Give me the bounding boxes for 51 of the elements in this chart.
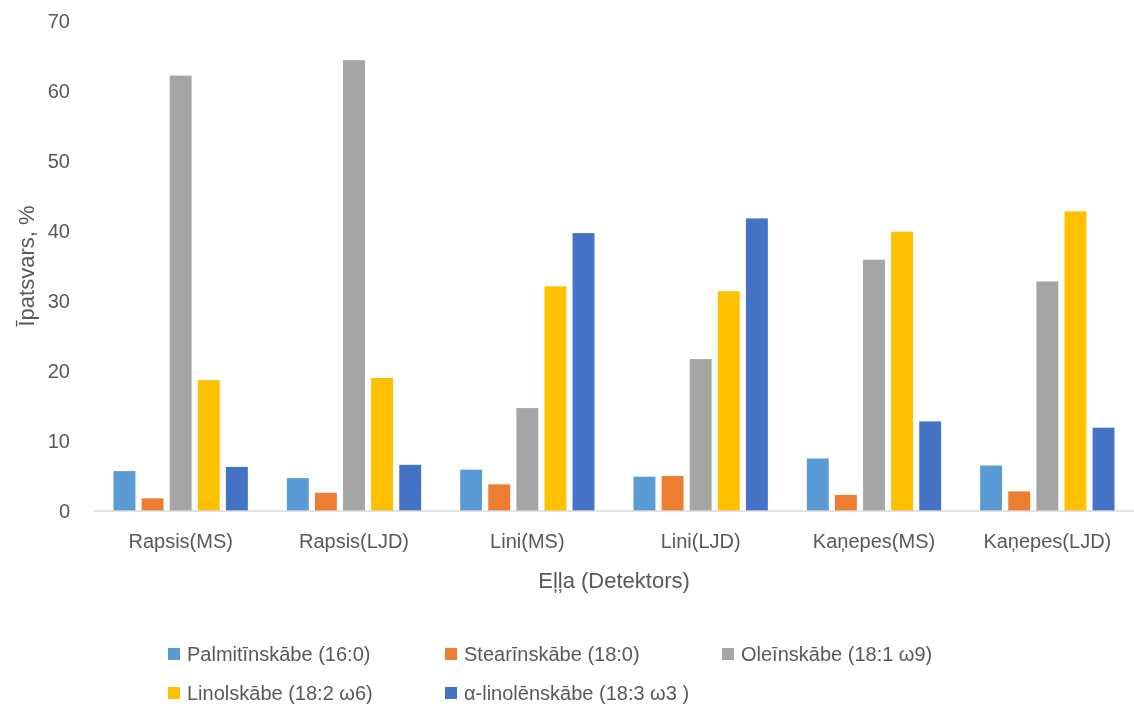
bar — [343, 60, 365, 511]
y-tick-label: 70 — [47, 10, 70, 32]
x-tick-label: Kaņepes(MS) — [812, 530, 936, 552]
bar — [314, 492, 337, 511]
bar — [516, 408, 539, 511]
bar — [544, 286, 567, 511]
legend-label: Palmitīnskābe (16:0) — [187, 643, 371, 665]
bar — [1064, 211, 1087, 511]
y-tick-label: 30 — [47, 290, 70, 312]
bar — [633, 476, 656, 511]
bar — [371, 378, 394, 511]
bar — [460, 469, 483, 511]
bar — [1036, 281, 1059, 511]
bar — [1008, 491, 1031, 511]
x-tick-label: Rapsis(LJD) — [298, 530, 410, 552]
legend-label: Oleīnskābe (18:1 ω9) — [741, 643, 933, 665]
y-tick-label: 40 — [47, 220, 70, 242]
bar — [399, 464, 422, 511]
bar — [286, 478, 309, 511]
x-tick-label: Kaņepes(LJD) — [983, 530, 1112, 552]
bar — [225, 466, 248, 511]
legend-label: Linolskābe (18:2 ω6) — [187, 682, 373, 704]
y-tick-label: 0 — [58, 500, 70, 522]
bar — [689, 359, 712, 511]
bar — [834, 494, 857, 511]
bar — [488, 484, 511, 511]
bar — [919, 421, 942, 511]
bar — [717, 291, 740, 511]
legend-label: Stearīnskābe (18:0) — [464, 643, 640, 665]
bar — [113, 471, 136, 511]
x-tick-label: Lini(LJD) — [660, 530, 741, 552]
bar — [572, 233, 595, 511]
bar — [1092, 427, 1115, 511]
bar — [197, 380, 220, 511]
y-tick-label: 50 — [47, 150, 70, 172]
bar — [806, 458, 829, 511]
bar — [863, 259, 885, 511]
y-tick-label: 60 — [47, 80, 70, 102]
bar — [980, 465, 1003, 511]
bar — [141, 498, 164, 511]
x-axis-title: Eļļa (Detektors) — [538, 567, 690, 593]
legend-label: α-linolēnskābe (18:3 ω3 ) — [464, 682, 690, 704]
bar — [745, 218, 768, 511]
y-tick-label: 20 — [47, 360, 70, 382]
x-tick-label: Rapsis(MS) — [128, 530, 233, 552]
bar — [891, 231, 914, 511]
y-axis-title: Īpatsvars, % — [13, 205, 39, 327]
bar — [661, 476, 684, 511]
y-tick-label: 10 — [47, 430, 70, 452]
bar — [169, 75, 192, 511]
x-tick-label: Lini(MS) — [490, 530, 565, 552]
